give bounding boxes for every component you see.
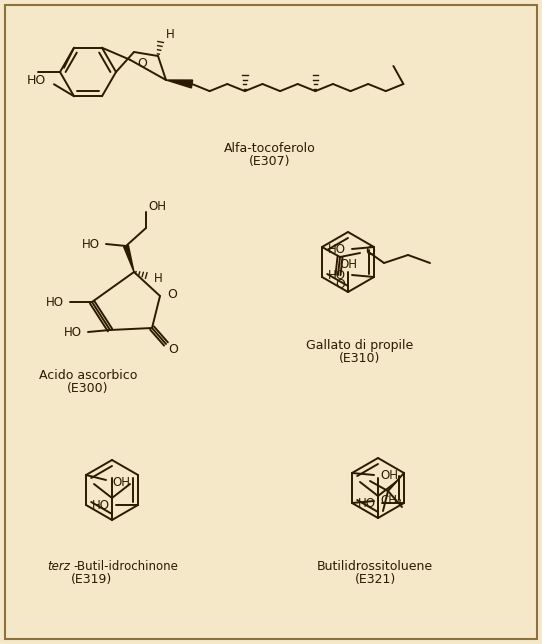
Text: OH: OH xyxy=(148,200,166,213)
Text: Acido ascorbico: Acido ascorbico xyxy=(39,368,137,381)
Text: (E307): (E307) xyxy=(249,155,291,167)
Polygon shape xyxy=(124,245,134,272)
Text: OH: OH xyxy=(380,468,398,482)
Text: Butilidrossitoluene: Butilidrossitoluene xyxy=(317,560,433,573)
Text: Alfa-tocoferolo: Alfa-tocoferolo xyxy=(224,142,316,155)
Text: O: O xyxy=(168,343,178,355)
Text: O: O xyxy=(167,287,177,301)
Text: CH₃: CH₃ xyxy=(380,493,402,506)
Text: OH: OH xyxy=(339,258,357,270)
Text: terz: terz xyxy=(47,560,70,573)
Text: O: O xyxy=(365,245,375,258)
Polygon shape xyxy=(166,80,192,88)
Text: HO: HO xyxy=(328,243,346,256)
Text: O: O xyxy=(137,57,147,70)
Text: O: O xyxy=(335,278,345,290)
Text: HO: HO xyxy=(46,296,64,308)
Text: H: H xyxy=(154,272,163,285)
Text: Gallato di propile: Gallato di propile xyxy=(306,339,414,352)
Text: HO: HO xyxy=(92,498,110,511)
Text: HO: HO xyxy=(64,325,82,339)
Text: H: H xyxy=(166,28,175,41)
Text: (E300): (E300) xyxy=(67,381,109,395)
Text: HO: HO xyxy=(328,269,346,281)
Text: OH: OH xyxy=(112,475,130,489)
Text: HO: HO xyxy=(82,238,100,251)
Text: (E319): (E319) xyxy=(72,573,113,585)
Text: HO: HO xyxy=(27,74,46,87)
Text: (E321): (E321) xyxy=(354,573,396,585)
Text: (E310): (E310) xyxy=(339,352,380,365)
Text: HO: HO xyxy=(358,497,376,509)
Text: -Butil-idrochinone: -Butil-idrochinone xyxy=(73,560,178,573)
